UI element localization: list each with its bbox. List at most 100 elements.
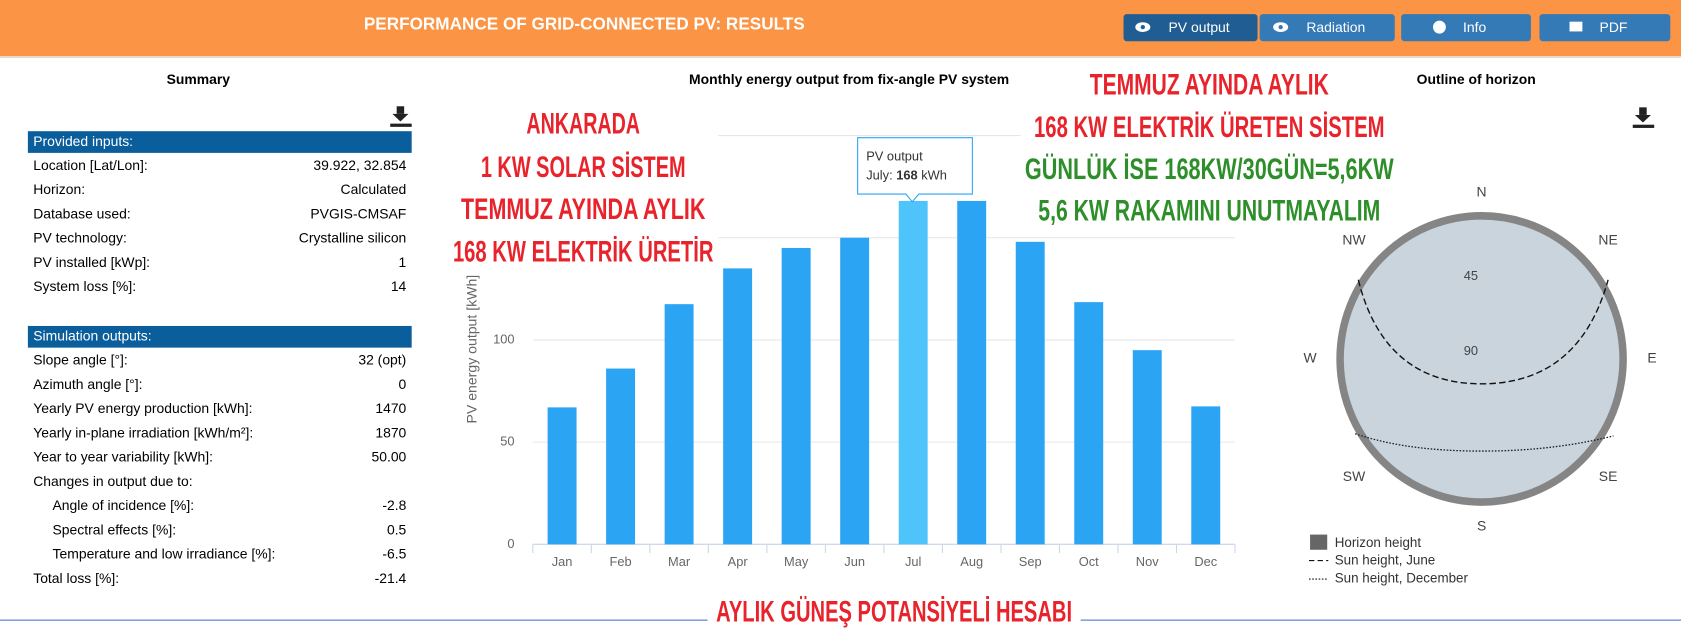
horizon-plot: N NE E SE S SW W NW 45 90 Horizon height Sun height… (1303, 184, 1656, 586)
row-value: -6.5 (382, 546, 406, 562)
nav-button[interactable]: Info (1401, 14, 1531, 42)
row-value: 1 (399, 254, 407, 270)
row-label: Changes in output due to: (33, 473, 192, 489)
row-value: 0 (399, 376, 407, 392)
x-tick-label: Jul (905, 554, 921, 569)
row-value: 39.922, 32.854 (313, 157, 406, 173)
y-tick-label: 50 (500, 434, 514, 449)
button-background (1401, 14, 1531, 42)
bar[interactable] (781, 247, 811, 545)
annotation: 1 KW SOLAR SİSTEM (481, 151, 686, 184)
row-value: Crystalline silicon (299, 230, 407, 246)
y-tick-label: 0 (507, 536, 514, 551)
annotation-background (707, 594, 1081, 630)
tooltip-title: PV output (866, 149, 923, 164)
row-label: Azimuth angle [°]: (33, 376, 142, 392)
button-bar: PV output Radiation Info PDF (1123, 14, 1671, 42)
legend-swatch (1310, 534, 1328, 550)
x-tick-label: Apr (728, 554, 749, 569)
row-label: Total loss [%]: (33, 570, 119, 586)
y-tick-label: 100 (493, 331, 514, 346)
annotation: 168 KW ELEKTRİK ÜRETEN SİSTEM (1034, 111, 1385, 144)
row-value: 50.00 (371, 449, 406, 465)
row-value: 32 (opt) (358, 352, 406, 368)
bar[interactable] (1132, 350, 1162, 545)
bar[interactable] (606, 368, 636, 545)
row-label: Horizon: (33, 181, 85, 197)
direction-label: W (1303, 350, 1317, 366)
ring-label: 90 (1464, 343, 1478, 358)
row-label: PV technology: (33, 230, 127, 246)
bar[interactable] (898, 200, 928, 545)
download-icon[interactable] (1632, 107, 1655, 128)
row-value: -2.8 (382, 497, 406, 513)
annotation: GÜNLÜK İSE 168KW/30GÜN=5,6KW (1025, 153, 1394, 186)
nav-button[interactable]: PV output (1123, 14, 1258, 42)
row-label: System loss [%]: (33, 278, 136, 294)
annotation: ANKARADA (526, 108, 640, 140)
button-label: PDF (1600, 19, 1628, 35)
row-label: Yearly PV energy production [kWh]: (33, 400, 252, 416)
bar[interactable] (1015, 241, 1045, 545)
bar[interactable] (723, 268, 753, 545)
x-tick-label: Dec (1194, 554, 1217, 569)
summary-title: Summary (167, 71, 231, 87)
row-label: Year to year variability [kWh]: (33, 449, 213, 465)
button-label: Info (1463, 19, 1486, 35)
nav-button[interactable]: PDF (1539, 14, 1671, 42)
row-value: 14 (391, 278, 407, 294)
section-header (27, 131, 412, 153)
direction-label: NW (1342, 231, 1366, 247)
x-tick-label: Feb (610, 554, 632, 569)
x-tick-label: May (784, 554, 809, 569)
section-heading: Simulation outputs: (33, 327, 151, 343)
header-bar (0, 0, 1681, 57)
legend-label: Horizon height (1335, 535, 1422, 550)
row-value: -21.4 (375, 570, 407, 586)
button-background (1259, 14, 1395, 42)
row-label: Spectral effects [%]: (53, 521, 177, 537)
button-label: Radiation (1306, 19, 1365, 35)
x-tick-label: Nov (1136, 554, 1159, 569)
button-background (1123, 14, 1258, 42)
direction-label: E (1647, 350, 1656, 366)
tooltip-value: 168 (896, 168, 917, 183)
page-title: PERFORMANCE OF GRID-CONNECTED PV: RESULT… (364, 13, 805, 33)
legend-label: Sun height, December (1335, 571, 1469, 586)
annotation-background (1020, 65, 1401, 230)
direction-label: N (1477, 184, 1487, 200)
x-tick-label: Sep (1019, 554, 1042, 569)
chart-title: Monthly energy output from fix-angle PV … (689, 71, 1009, 87)
legend-label: Sun height, June (1335, 553, 1436, 568)
tooltip-category: July: (866, 168, 892, 183)
bar[interactable] (1191, 406, 1221, 545)
row-label: Temperature and low irradiance [%]: (53, 546, 276, 562)
bar[interactable] (957, 200, 987, 545)
direction-label: NE (1598, 231, 1617, 247)
bar[interactable] (664, 304, 694, 545)
eye-icon (1278, 24, 1283, 30)
tooltip: PV output July: 168 kWh (857, 137, 973, 203)
info-icon (1432, 20, 1446, 34)
horizon-disk (1336, 211, 1627, 506)
nav-button[interactable]: Radiation (1259, 14, 1395, 42)
tooltip-text: July: 168 kWh (866, 168, 947, 183)
bar[interactable] (840, 237, 870, 545)
button-background (1539, 14, 1671, 42)
bar[interactable] (547, 407, 577, 545)
row-value: 1870 (375, 424, 406, 440)
direction-label: SW (1343, 468, 1366, 484)
x-tick-label: Aug (960, 554, 983, 569)
bar[interactable] (1074, 302, 1104, 545)
x-tick-label: Jun (844, 554, 865, 569)
print-icon (1569, 21, 1583, 32)
row-label: Database used: (33, 205, 131, 221)
direction-label: SE (1599, 468, 1618, 484)
annotation: 5,6 KW RAKAMINI UNUTMAYALIM (1038, 195, 1380, 227)
row-label: Yearly in-plane irradiation [kWh/m²]: (33, 424, 253, 440)
horizon-title: Outline of horizon (1417, 71, 1536, 87)
download-icon[interactable] (390, 106, 412, 127)
row-label: Location [Lat/Lon]: (33, 157, 148, 173)
row-value: PVGIS-CMSAF (310, 205, 406, 221)
annotation: TEMMUZ AYINDA AYLIK (1090, 69, 1329, 101)
